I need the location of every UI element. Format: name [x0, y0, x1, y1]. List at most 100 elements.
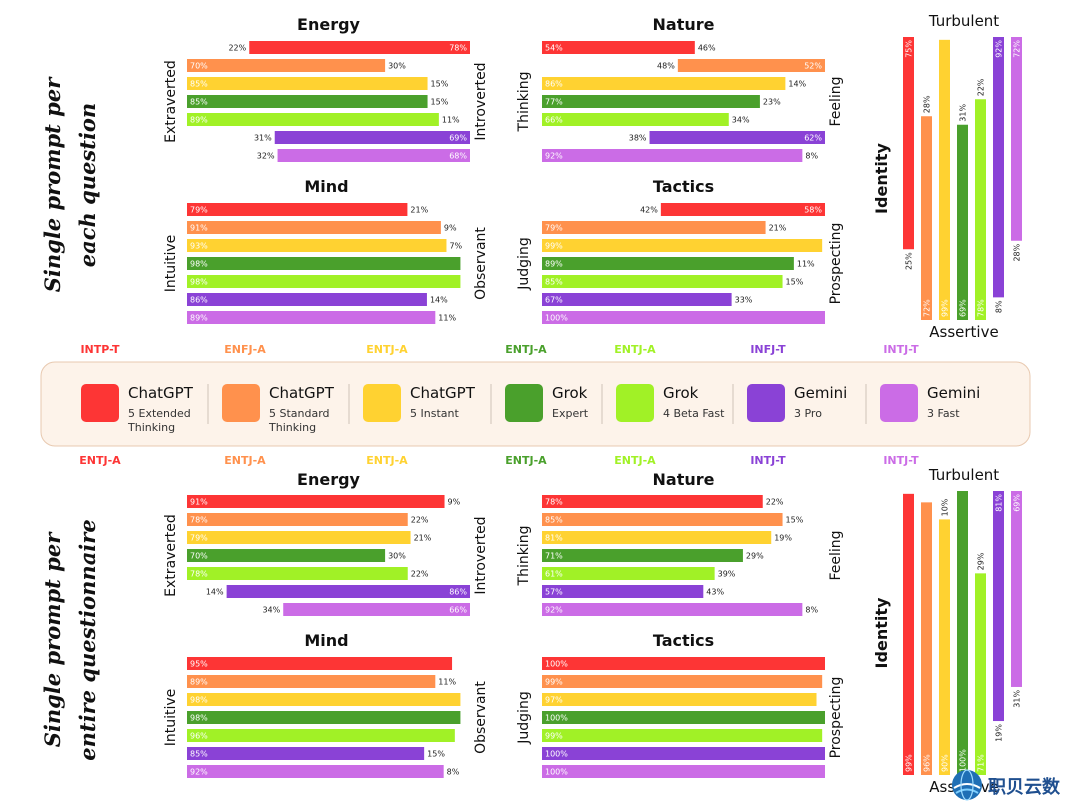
bar-value-label: 15%: [431, 98, 449, 107]
chart-title: Mind: [304, 177, 348, 196]
bar-value-label: 78%: [977, 299, 986, 317]
personality-type-label: ENTJ-A: [224, 454, 266, 467]
bar-value-label: 8%: [447, 768, 460, 777]
bar-value-label: 78%: [449, 44, 467, 53]
personality-type-label: INTJ-T: [750, 454, 786, 467]
chart-tactics-bottom: Tactics Judging Prospecting 100% 99% 97% 100% 9…: [516, 631, 844, 778]
globe-icon: [952, 769, 982, 801]
bar-value-label: 81%: [545, 534, 563, 543]
bar: [187, 95, 428, 108]
legend-name: Grok: [552, 384, 588, 402]
bar: [957, 124, 968, 320]
bar: [975, 573, 986, 775]
personality-type-label: ENTJ-A: [505, 343, 547, 356]
bar: [187, 549, 386, 562]
bar-value-label: 71%: [977, 754, 986, 772]
chart-identity-top: Identity Turbulent Assertive 75% 25% 72% 28% 99…: [872, 12, 1022, 341]
bar-value-label: 21%: [410, 206, 428, 215]
bar: [187, 657, 453, 670]
bar-value-label: 79%: [190, 206, 208, 215]
bar-value-label: 22%: [411, 570, 429, 579]
bar-value-label: 72%: [923, 299, 932, 317]
chart-energy-bottom: Energy Extraverted Introverted 91% 9% 78% 22% 7…: [163, 470, 489, 616]
bar-value-label: 78%: [190, 570, 208, 579]
bar: [187, 221, 441, 234]
bar: [542, 693, 817, 706]
chart-nature-bottom: Nature Thinking Feeling 78% 22% 85% 15% 81% 19% 7…: [516, 470, 844, 616]
bar-value-label: 66%: [545, 116, 563, 125]
bar-value-label: 8%: [805, 152, 818, 161]
bar-value-label: 100%: [545, 750, 568, 759]
bar-value-label: 90%: [941, 754, 950, 772]
bar-value-label: 69%: [449, 134, 467, 143]
bar-value-label: 98%: [190, 278, 208, 287]
bar-value-label: 25%: [905, 252, 914, 270]
left-axis-label: Intuitive: [163, 689, 179, 747]
bar: [277, 149, 470, 162]
chart-identity-bottom: IdentityTurbulentAssertive99%96%90%10%10…: [872, 466, 1022, 796]
bar: [542, 149, 803, 162]
legend-sub: 3 Fast: [927, 407, 960, 420]
bar-value-label: 78%: [545, 498, 563, 507]
right-axis-label: Feeling: [828, 76, 844, 126]
chart-mind-top: Mind Intuitive Observant 79% 21% 91% 9% 93% 7% 98…: [163, 177, 489, 324]
personality-type-label: INTJ-T: [883, 343, 919, 356]
bar-value-label: 62%: [804, 134, 822, 143]
bar: [542, 95, 760, 108]
bar-value-label: 22%: [411, 516, 429, 525]
right-axis-label: Observant: [473, 227, 489, 300]
bar: [542, 221, 766, 234]
bar-value-label: 97%: [545, 696, 563, 705]
bar: [649, 131, 825, 144]
legend-sub: Thinking: [268, 421, 316, 434]
bar: [187, 567, 408, 580]
bar: [921, 502, 932, 775]
bar: [542, 113, 729, 126]
legend-swatch: [616, 384, 654, 422]
bar: [542, 77, 786, 90]
bar: [542, 293, 732, 306]
chart-tactics-top: Tactics Judging Prospecting 58% 42% 79% 21% 99%…: [516, 177, 844, 324]
bar-value-label: 54%: [545, 44, 563, 53]
legend-swatch: [747, 384, 785, 422]
bar-value-label: 70%: [190, 62, 208, 71]
bar: [187, 77, 428, 90]
bar-value-label: 89%: [545, 260, 563, 269]
bar-value-label: 92%: [995, 40, 1004, 58]
bar: [975, 99, 986, 320]
bar-value-label: 96%: [190, 732, 208, 741]
bar-value-label: 58%: [804, 206, 822, 215]
bar-value-label: 31%: [1013, 690, 1022, 708]
bar-value-label: 22%: [228, 44, 246, 53]
bar: [542, 257, 794, 270]
bar-value-label: 34%: [732, 116, 750, 125]
bar-value-label: 100%: [545, 714, 568, 723]
bar: [542, 41, 695, 54]
bar-value-label: 100%: [545, 314, 568, 323]
bar: [957, 491, 968, 775]
bar-value-label: 43%: [706, 588, 724, 597]
personality-type-label: INTP-T: [80, 343, 120, 356]
bar-value-label: 15%: [786, 278, 804, 287]
bar-value-label: 96%: [923, 754, 932, 772]
bar-value-label: 85%: [545, 516, 563, 525]
bar-value-label: 89%: [190, 116, 208, 125]
bar: [187, 495, 445, 508]
personality-type-label: ENFJ-A: [224, 343, 266, 356]
personality-type-label: INTJ-T: [883, 454, 919, 467]
bar: [187, 203, 408, 216]
bar-value-label: 70%: [190, 552, 208, 561]
legend-sub: Expert: [552, 407, 589, 420]
bar-value-label: 92%: [545, 606, 563, 615]
bar-value-label: 11%: [438, 314, 456, 323]
bar-value-label: 72%: [1013, 40, 1022, 58]
right-axis-label: Prospecting: [828, 677, 844, 759]
bar-value-label: 19%: [774, 534, 792, 543]
bar-value-label: 15%: [786, 516, 804, 525]
legend-sub: 5 Standard: [269, 407, 330, 420]
identity-title: Identity: [872, 597, 891, 668]
bar-value-label: 61%: [545, 570, 563, 579]
bar-value-label: 77%: [545, 98, 563, 107]
bar: [542, 657, 825, 670]
left-axis-label: Extraverted: [163, 60, 179, 143]
